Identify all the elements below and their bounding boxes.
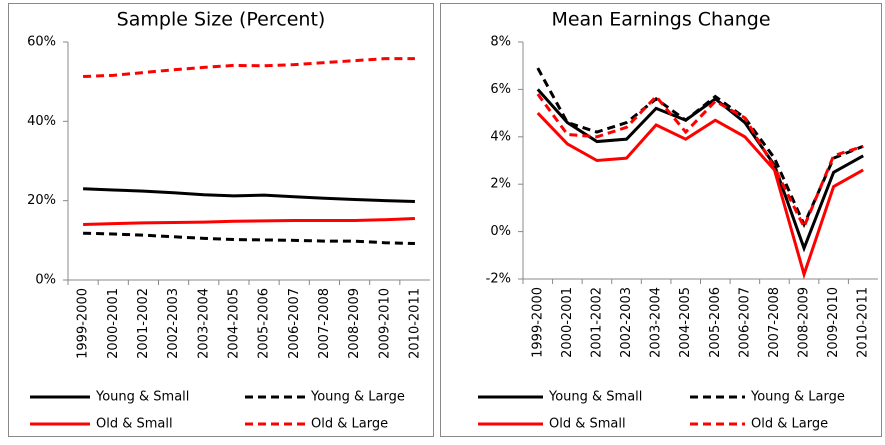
legend-label: Old & Large bbox=[311, 417, 388, 432]
x-tick-label: 2003-2004 bbox=[196, 288, 211, 359]
y-tick-label: 20% bbox=[27, 193, 56, 208]
x-tick-label: 2008-2009 bbox=[797, 287, 812, 358]
x-tick-label: 2001-2002 bbox=[589, 287, 604, 358]
x-tick-label: 2005-2006 bbox=[257, 288, 272, 359]
x-tick-label: 2003-2004 bbox=[649, 287, 664, 358]
y-tick-label: 0% bbox=[35, 273, 56, 288]
x-tick-label: 2002-2003 bbox=[166, 288, 181, 359]
x-tick-label: 1999-2000 bbox=[530, 287, 545, 358]
series-line bbox=[83, 231, 415, 246]
x-tick-label: 2006-2007 bbox=[287, 288, 302, 359]
x-tick-label: 2004-2005 bbox=[678, 287, 693, 358]
x-tick-label: 2004-2005 bbox=[226, 288, 241, 359]
series-line bbox=[83, 217, 415, 226]
legend-label: Old & Small bbox=[96, 417, 173, 432]
y-tick-label: 2% bbox=[490, 177, 511, 192]
y-tick-label: 40% bbox=[27, 114, 56, 129]
x-tick-label: 2005-2006 bbox=[708, 287, 723, 358]
y-tick-label: 0% bbox=[490, 224, 511, 239]
x-tick-label: 2009-2010 bbox=[826, 287, 841, 358]
series-line bbox=[536, 67, 864, 229]
legend-label: Young & Small bbox=[95, 390, 189, 405]
legend-label: Young & Large bbox=[750, 390, 845, 405]
y-tick-label: 4% bbox=[490, 129, 511, 144]
series-line bbox=[536, 112, 864, 280]
chart-title: Sample Size (Percent) bbox=[117, 9, 326, 31]
legend-label: Young & Small bbox=[548, 390, 642, 405]
x-tick-label: 2009-2010 bbox=[377, 288, 392, 359]
y-tick-label: 8% bbox=[490, 35, 511, 50]
x-tick-label: 2010-2011 bbox=[407, 288, 422, 359]
x-tick-label: 2002-2003 bbox=[619, 287, 634, 358]
x-tick-label: 2000-2001 bbox=[560, 287, 575, 358]
x-tick-label: 2008-2009 bbox=[347, 288, 362, 359]
series-line bbox=[83, 57, 415, 79]
x-tick-label: 2006-2007 bbox=[737, 287, 752, 358]
x-tick-label: 2001-2002 bbox=[136, 288, 151, 359]
chart-title: Mean Earnings Change bbox=[551, 9, 770, 31]
legend-label: Young & Large bbox=[310, 390, 405, 405]
panel-border bbox=[8, 3, 434, 437]
panel-border bbox=[440, 3, 882, 437]
series-line bbox=[536, 93, 864, 231]
x-tick-label: 1999-2000 bbox=[76, 288, 91, 359]
x-tick-label: 2000-2001 bbox=[106, 288, 121, 359]
x-tick-label: 2007-2008 bbox=[767, 287, 782, 358]
y-tick-label: -2% bbox=[486, 272, 511, 287]
x-tick-label: 2010-2011 bbox=[856, 287, 871, 358]
legend-label: Old & Large bbox=[751, 417, 828, 432]
legend-label: Old & Small bbox=[549, 417, 626, 432]
y-tick-label: 60% bbox=[27, 35, 56, 50]
series-line bbox=[536, 88, 864, 253]
x-tick-label: 2007-2008 bbox=[317, 288, 332, 359]
series-line bbox=[83, 187, 415, 203]
y-tick-label: 6% bbox=[490, 82, 511, 97]
